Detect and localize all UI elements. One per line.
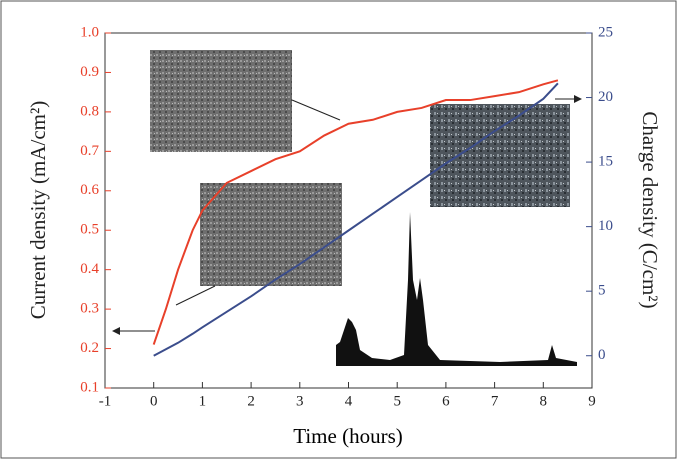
y-tick-label: 0.8 — [80, 103, 99, 119]
y-tick-label: 0.9 — [80, 64, 99, 80]
x-tick-label: 6 — [442, 393, 450, 409]
data-line — [152, 79, 559, 345]
data-line — [153, 82, 559, 357]
x-tick-label: 3 — [296, 393, 304, 409]
y-axis-label: Current density (mA/cm²) — [26, 101, 50, 320]
y2-tick-label: 0 — [598, 347, 606, 363]
y-tick-label: 0.7 — [80, 143, 99, 159]
inset-image — [150, 50, 292, 152]
y-tick-label: 0.2 — [80, 340, 99, 356]
y2-tick-label: 25 — [598, 24, 613, 40]
x-tick-label: 5 — [393, 393, 401, 409]
x-tick-label: 9 — [588, 393, 596, 409]
y2-tick-label: 20 — [598, 89, 613, 105]
x-tick-label: 4 — [345, 393, 353, 409]
arrow — [291, 99, 341, 121]
y2-tick-label: 10 — [598, 218, 613, 234]
y2-tick-label: 5 — [598, 283, 606, 299]
y2-axis-label: Charge density (C/cm²) — [638, 111, 662, 308]
x-tick-label: 7 — [491, 393, 499, 409]
arrow-head — [574, 95, 582, 103]
y-tick-label: 0.5 — [80, 222, 99, 238]
x-tick-label: 1 — [199, 393, 207, 409]
x-tick-label: -1 — [99, 393, 112, 409]
x-tick-label: 8 — [540, 393, 548, 409]
inset-image — [430, 104, 570, 207]
x-tick-label: 0 — [150, 393, 158, 409]
arrow-head — [112, 327, 120, 335]
inset-spectrum — [336, 212, 577, 366]
x-tick-label: 2 — [247, 393, 255, 409]
y2-tick-label: 15 — [598, 154, 613, 170]
y-tick-label: 0.1 — [80, 379, 99, 395]
inset-image — [200, 183, 342, 286]
y-tick-label: 1.0 — [80, 24, 99, 40]
arrow — [175, 285, 216, 306]
y-tick-label: 0.3 — [80, 301, 99, 317]
y-tick-label: 0.6 — [80, 182, 99, 198]
x-axis-label: Time (hours) — [293, 424, 402, 448]
y-tick-label: 0.4 — [80, 261, 99, 277]
